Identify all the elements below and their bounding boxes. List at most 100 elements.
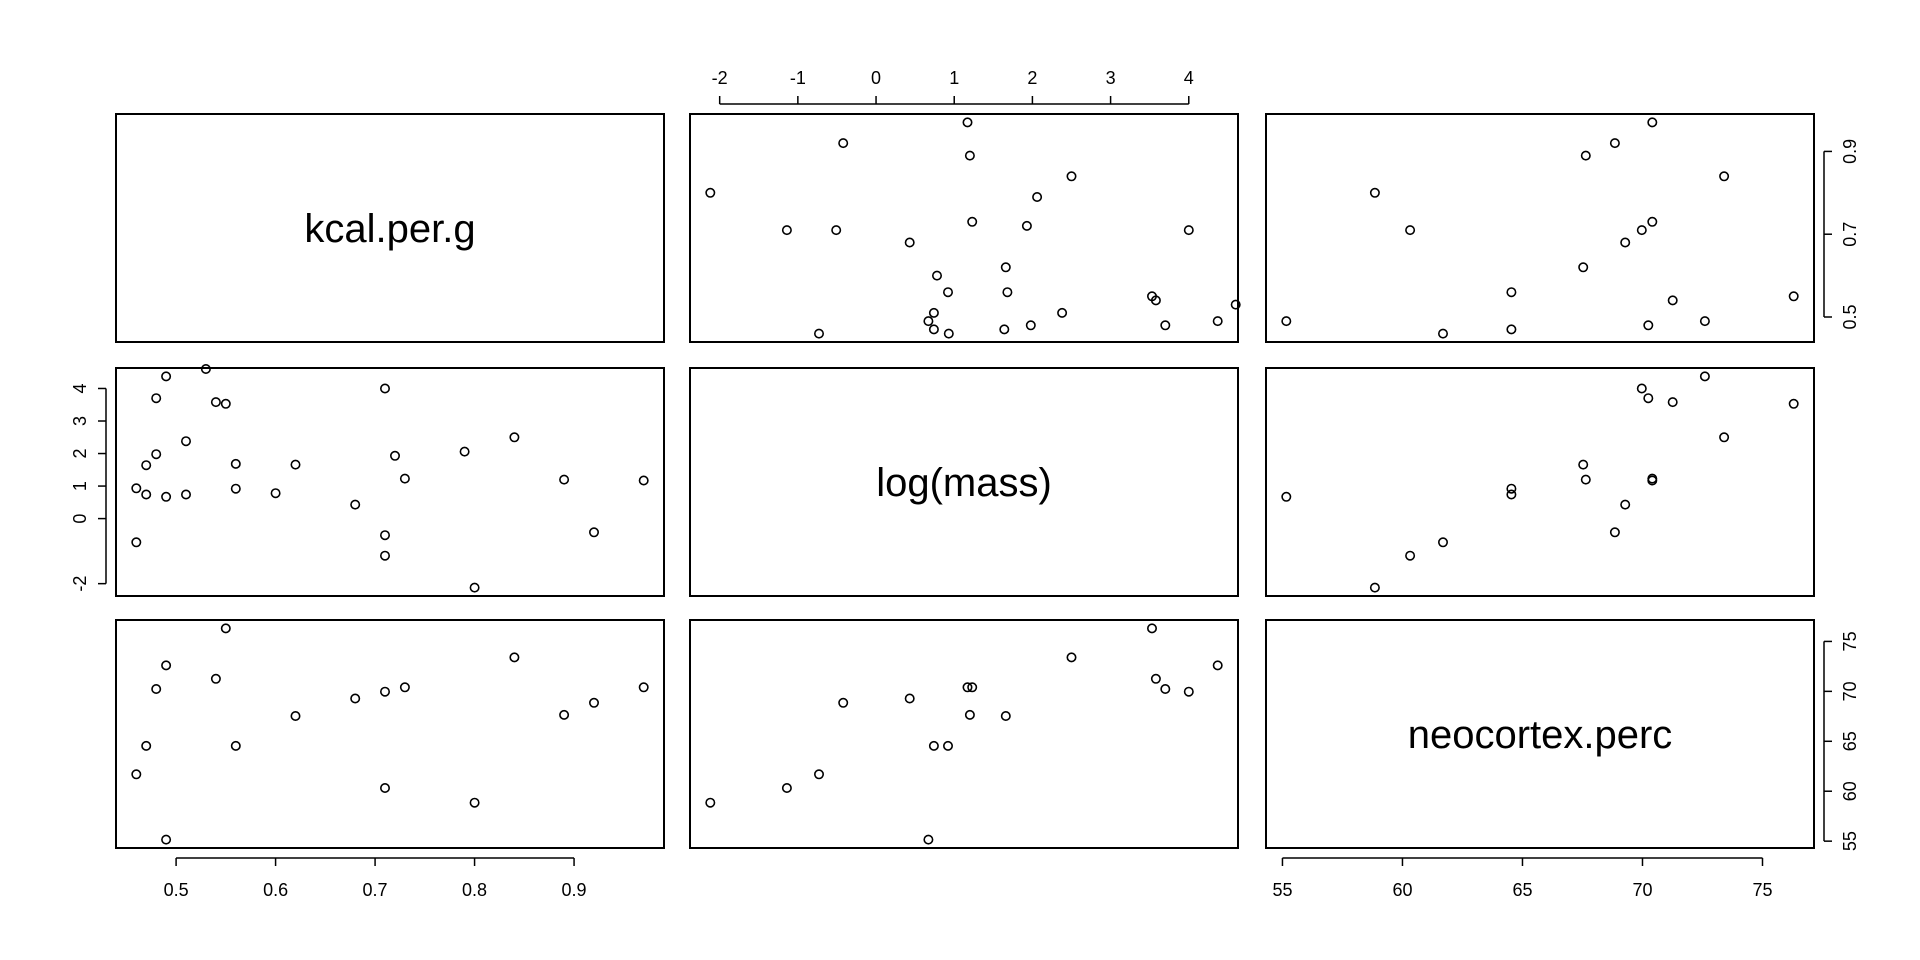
data-point-r1-c2: [1183, 225, 1194, 236]
data-point-r3-c2: [1212, 660, 1223, 671]
data-point-r1-c2: [1021, 220, 1032, 231]
data-point-r1-c3: [1506, 287, 1517, 298]
data-point-r2-c1: [379, 383, 390, 394]
data-point-r1-c2: [1025, 320, 1036, 331]
right-tick-label-row3: 60: [1840, 781, 1860, 801]
panel-frame-r2-c1: [115, 367, 665, 597]
data-point-r2-c3: [1506, 483, 1517, 494]
data-point-r3-c1: [379, 686, 390, 697]
left-tick-label-row2: -2: [70, 576, 90, 592]
left-tick-label-row2: 4: [70, 383, 90, 393]
bottom-tick-label-col3: 60: [1392, 880, 1412, 900]
data-point-r2-c1: [638, 475, 649, 486]
data-point-r3-c1: [131, 769, 142, 780]
data-point-r1-c3: [1506, 324, 1517, 335]
data-point-r3-c1: [161, 660, 172, 671]
data-point-r3-c2: [1147, 623, 1158, 634]
data-point-r3-c1: [379, 782, 390, 793]
data-point-r1-c2: [1150, 295, 1161, 306]
data-point-r1-c3: [1438, 328, 1449, 339]
data-point-r1-c3: [1369, 187, 1380, 198]
data-point-r1-c3: [1636, 225, 1647, 236]
data-point-r2-c1: [469, 582, 480, 593]
bottom-tick-label-col3: 65: [1512, 880, 1532, 900]
right-tick-label-row3: 55: [1840, 831, 1860, 851]
data-point-r2-c3: [1636, 383, 1647, 394]
variable-labels: kcal.per.g log(mass) neocortex.perc: [304, 207, 1672, 757]
data-point-r2-c3: [1699, 371, 1710, 382]
data-point-r3-c1: [350, 693, 361, 704]
data-point-r3-c1: [399, 682, 410, 693]
data-point-r1-c2: [831, 225, 842, 236]
bottom-tick-label-col1: 0.7: [363, 880, 388, 900]
bottom-tick-label-col3: 55: [1272, 880, 1292, 900]
data-point-r3-c2: [904, 693, 915, 704]
panel-frame-r1-c1: [115, 113, 665, 343]
right-tick-label-row3: 70: [1840, 681, 1860, 701]
data-point-r1-c2: [928, 307, 939, 318]
data-point-r3-c2: [1000, 710, 1011, 721]
data-point-r3-c1: [220, 623, 231, 634]
panel-frame-r1-c2: [689, 113, 1239, 343]
top-tick-label-col2: 3: [1106, 68, 1116, 88]
panel-frame-r2-c3: [1265, 367, 1815, 597]
data-point-r1-c2: [928, 324, 939, 335]
data-point-r3-c2: [1160, 683, 1171, 694]
data-point-r3-c2: [705, 797, 716, 808]
data-point-r2-c3: [1369, 582, 1380, 593]
bottom-tick-label-col3: 75: [1752, 880, 1772, 900]
data-point-r2-c1: [210, 397, 221, 408]
data-point-r1-c2: [813, 328, 824, 339]
data-point-r3-c2: [967, 682, 978, 693]
data-point-r1-c2: [1230, 299, 1241, 310]
data-point-r2-c1: [379, 550, 390, 561]
data-point-r3-c1: [141, 740, 152, 751]
data-point-r2-c3: [1667, 397, 1678, 408]
data-point-r2-c1: [141, 460, 152, 471]
data-point-r2-c3: [1643, 393, 1654, 404]
data-point-r3-c2: [923, 834, 934, 845]
data-point-r1-c2: [1032, 192, 1043, 203]
data-point-r3-c2: [1150, 673, 1161, 684]
panel-frame-r2-c2: [689, 367, 1239, 597]
data-point-r1-c2: [1160, 320, 1171, 331]
data-point-r3-c1: [161, 834, 172, 845]
data-point-r2-c3: [1719, 432, 1730, 443]
data-point-r1-c3: [1719, 171, 1730, 182]
panel-frames: [115, 113, 1815, 849]
data-point-r1-c2: [999, 324, 1010, 335]
data-point-r1-c2: [967, 216, 978, 227]
data-point-r1-c2: [1057, 307, 1068, 318]
data-point-r2-c1: [559, 474, 570, 485]
data-point-r1-c3: [1667, 295, 1678, 306]
left-tick-label-row2: 1: [70, 481, 90, 491]
bottom-tick-label-col3: 70: [1632, 880, 1652, 900]
right-tick-label-row3: 75: [1840, 631, 1860, 651]
data-point-r2-c1: [230, 458, 241, 469]
data-point-r1-c2: [838, 138, 849, 149]
data-point-r2-c1: [200, 363, 211, 374]
panel-frame-r3-c3: [1265, 619, 1815, 849]
data-point-r2-c3: [1506, 489, 1517, 500]
data-point-r2-c1: [270, 488, 281, 499]
data-point-r1-c2: [705, 187, 716, 198]
bottom-tick-label-col1: 0.6: [263, 880, 288, 900]
top-tick-label-col2: 1: [949, 68, 959, 88]
data-point-r3-c1: [559, 709, 570, 720]
data-point-r3-c1: [469, 797, 480, 808]
right-tick-label-row1: 0.7: [1840, 222, 1860, 247]
data-point-r2-c1: [131, 483, 142, 494]
data-point-r2-c3: [1580, 474, 1591, 485]
data-point-r2-c1: [161, 491, 172, 502]
data-point-r3-c2: [928, 740, 939, 751]
data-point-r1-c3: [1643, 320, 1654, 331]
data-point-r2-c3: [1620, 499, 1631, 510]
data-point-r3-c2: [838, 697, 849, 708]
data-point-r1-c3: [1788, 291, 1799, 302]
data-point-r1-c2: [964, 150, 975, 161]
data-point-r2-c1: [181, 436, 192, 447]
variable-label-3: neocortex.perc: [1408, 713, 1673, 757]
data-point-r3-c2: [964, 709, 975, 720]
axes: 0.5 0.6 0.7 0.8 0.9 -2 -1 0 1 2 3 4 55 60 65 70 75 -2 0 1 2 3…: [70, 68, 1860, 900]
data-point-r2-c1: [151, 449, 162, 460]
